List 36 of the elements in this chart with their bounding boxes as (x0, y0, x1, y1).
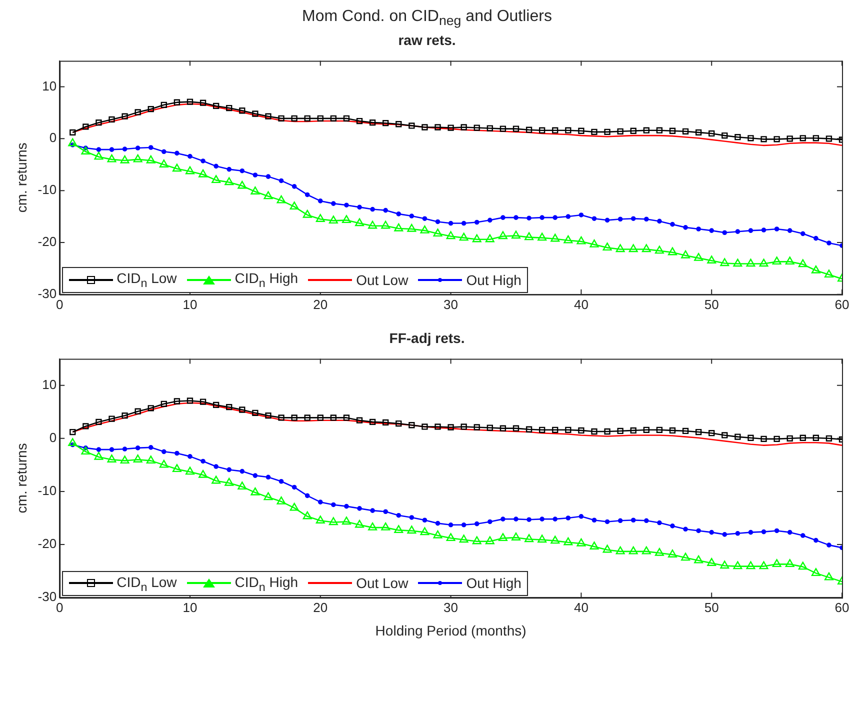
y-tick-label: -10 (38, 483, 57, 498)
x-tick-label: 20 (313, 600, 328, 615)
x-tick-label: 40 (574, 296, 588, 312)
y-tick-label: 10 (42, 78, 57, 94)
y-tick-label: 0 (49, 430, 57, 445)
legend-label: CID$_{n}$ High (234, 270, 298, 290)
x-tick-label: 50 (704, 600, 719, 615)
legend-label: Out Low (356, 575, 408, 592)
y-axis-title: cm. returns (13, 443, 30, 514)
x-tick-label: 50 (704, 296, 719, 312)
y-tick-label: -20 (38, 536, 57, 552)
legend-label: CID$_{n}$ Low (116, 270, 177, 290)
x-tick-label: 60 (834, 296, 850, 312)
x-tick-label: 60 (834, 600, 850, 615)
y-tick-label: -20 (38, 234, 57, 250)
x-tick-label: 30 (444, 600, 458, 615)
x-tick-label: 30 (444, 296, 458, 312)
y-tick-label: -30 (38, 286, 57, 301)
x-tick-label: 10 (182, 600, 198, 615)
x-axis-title: Holding Period (months) (375, 622, 526, 638)
legend-label: CID$_{n}$ High (234, 574, 298, 594)
chart-subtitle: raw rets. (397, 32, 457, 50)
legend-label: Out High (466, 272, 522, 288)
chart-title: FF-adj rets. (388, 330, 466, 348)
y-axis-title: cm. returns (13, 142, 30, 213)
x-tick-label: 10 (182, 296, 198, 312)
legend-label: Out High (466, 575, 522, 592)
x-tick-label: 40 (574, 600, 588, 615)
y-tick-label: 0 (49, 130, 57, 146)
legend-label: CID$_{n}$ Low (116, 574, 177, 594)
y-tick-label: 10 (42, 376, 57, 392)
y-tick-label: -10 (38, 182, 57, 198)
x-tick-label: 20 (313, 296, 328, 312)
chart-title: Mom Cond. on CID$_{neg}$ and Outliers (301, 7, 553, 30)
legend-label: Out Low (356, 272, 408, 288)
y-tick-label: -30 (38, 589, 57, 604)
